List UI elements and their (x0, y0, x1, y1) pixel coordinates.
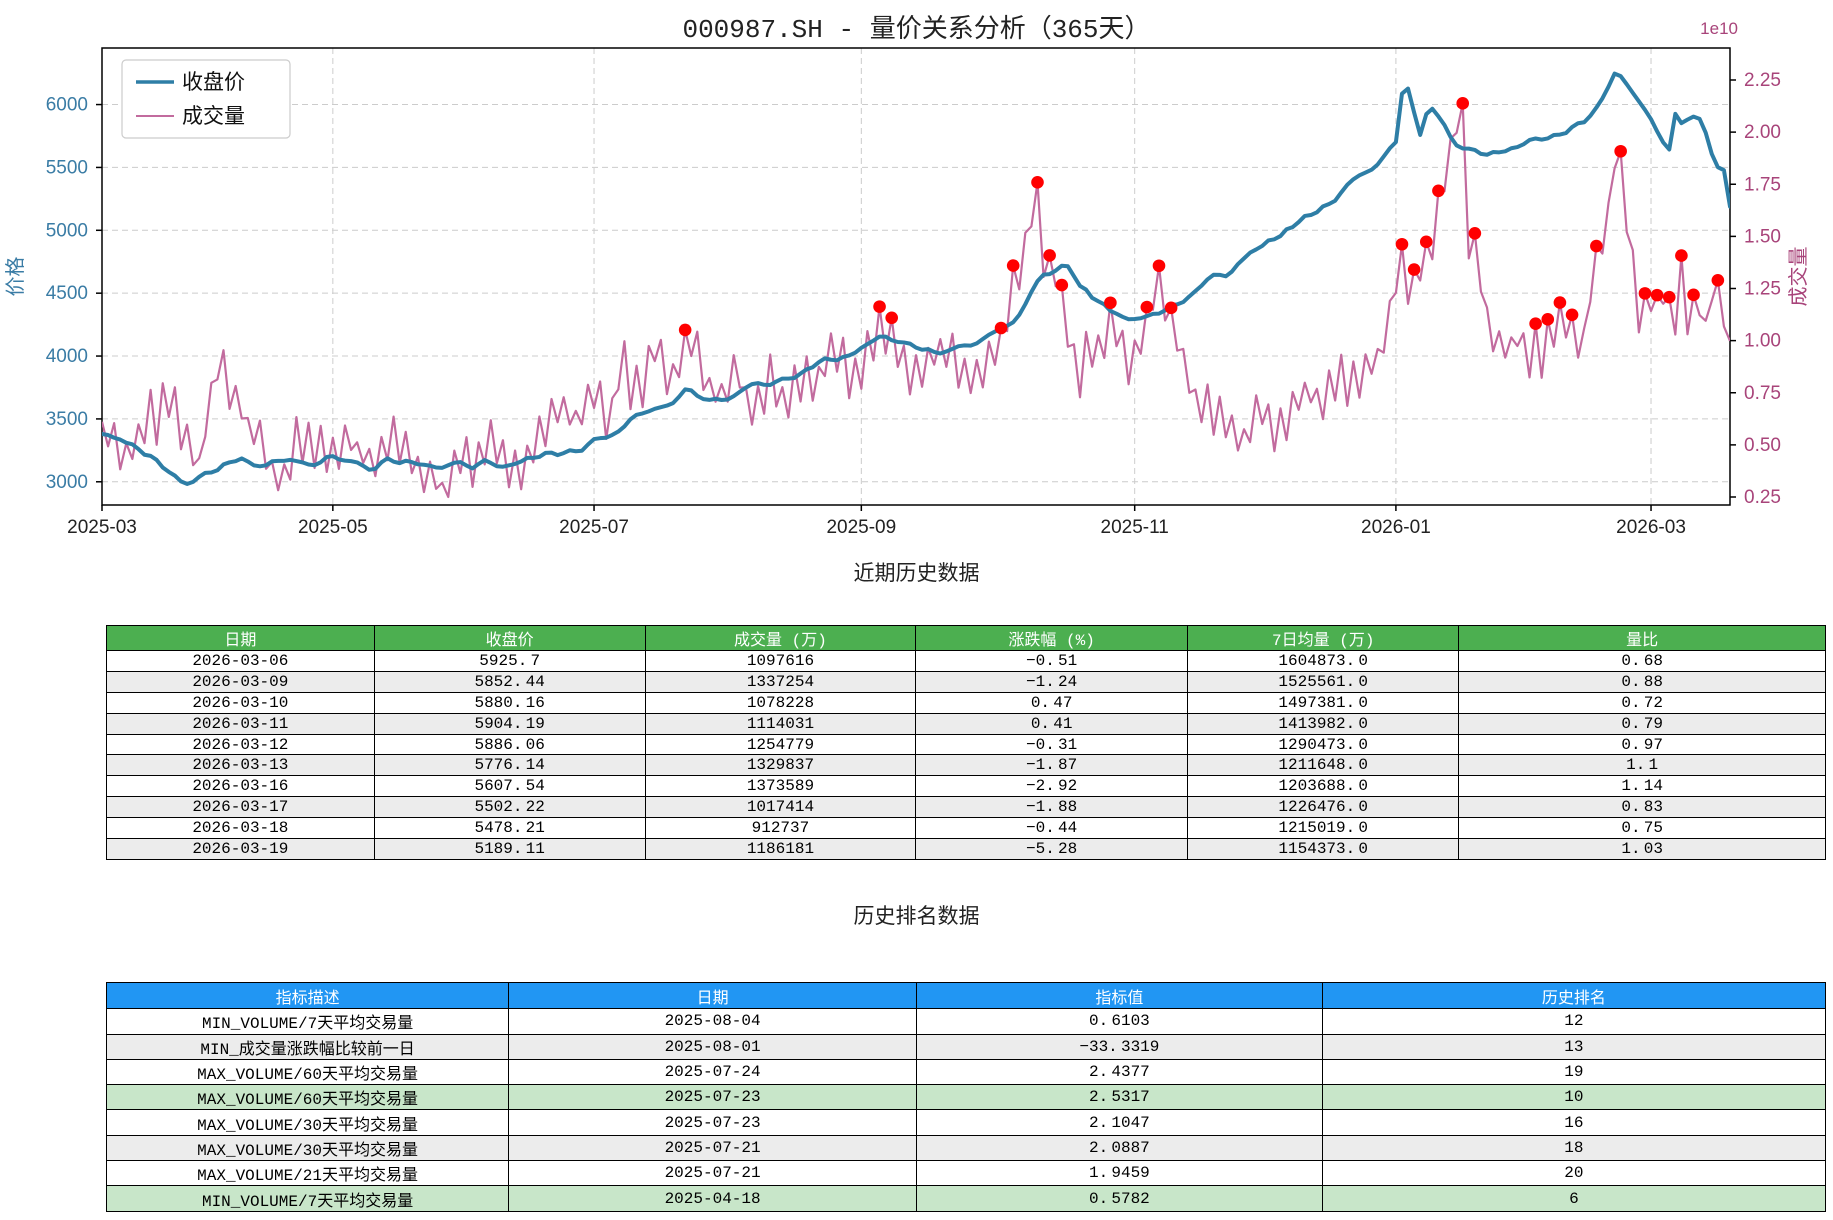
svg-text:5500: 5500 (46, 157, 88, 178)
svg-text:成交量: 成交量 (1787, 247, 1810, 307)
svg-text:6000: 6000 (46, 95, 88, 116)
svg-text:2026-03: 2026-03 (1616, 517, 1686, 538)
svg-text:1.00: 1.00 (1744, 331, 1781, 352)
svg-text:2025-03: 2025-03 (67, 517, 137, 538)
svg-text:3500: 3500 (46, 409, 88, 430)
svg-text:价格: 价格 (4, 257, 27, 297)
svg-text:成交量: 成交量 (182, 105, 245, 128)
svg-text:2.25: 2.25 (1744, 70, 1781, 91)
svg-text:4000: 4000 (46, 346, 88, 367)
svg-text:1e10: 1e10 (1700, 19, 1738, 38)
svg-text:2025-11: 2025-11 (1101, 517, 1169, 538)
svg-text:2025-07: 2025-07 (559, 517, 629, 538)
svg-text:5000: 5000 (46, 220, 88, 241)
svg-text:2026-01: 2026-01 (1361, 517, 1431, 538)
svg-text:2.00: 2.00 (1744, 122, 1781, 143)
svg-text:2025-05: 2025-05 (298, 517, 368, 538)
svg-text:1.25: 1.25 (1744, 279, 1781, 300)
svg-text:0.25: 0.25 (1744, 487, 1781, 508)
svg-text:收盘价: 收盘价 (182, 71, 245, 94)
svg-text:0.75: 0.75 (1744, 383, 1781, 404)
svg-text:3000: 3000 (46, 472, 88, 493)
svg-text:2025-09: 2025-09 (826, 517, 896, 538)
svg-text:4500: 4500 (46, 283, 88, 304)
svg-text:1.75: 1.75 (1744, 174, 1781, 195)
svg-text:1.50: 1.50 (1744, 226, 1781, 247)
svg-text:0.50: 0.50 (1744, 435, 1781, 456)
